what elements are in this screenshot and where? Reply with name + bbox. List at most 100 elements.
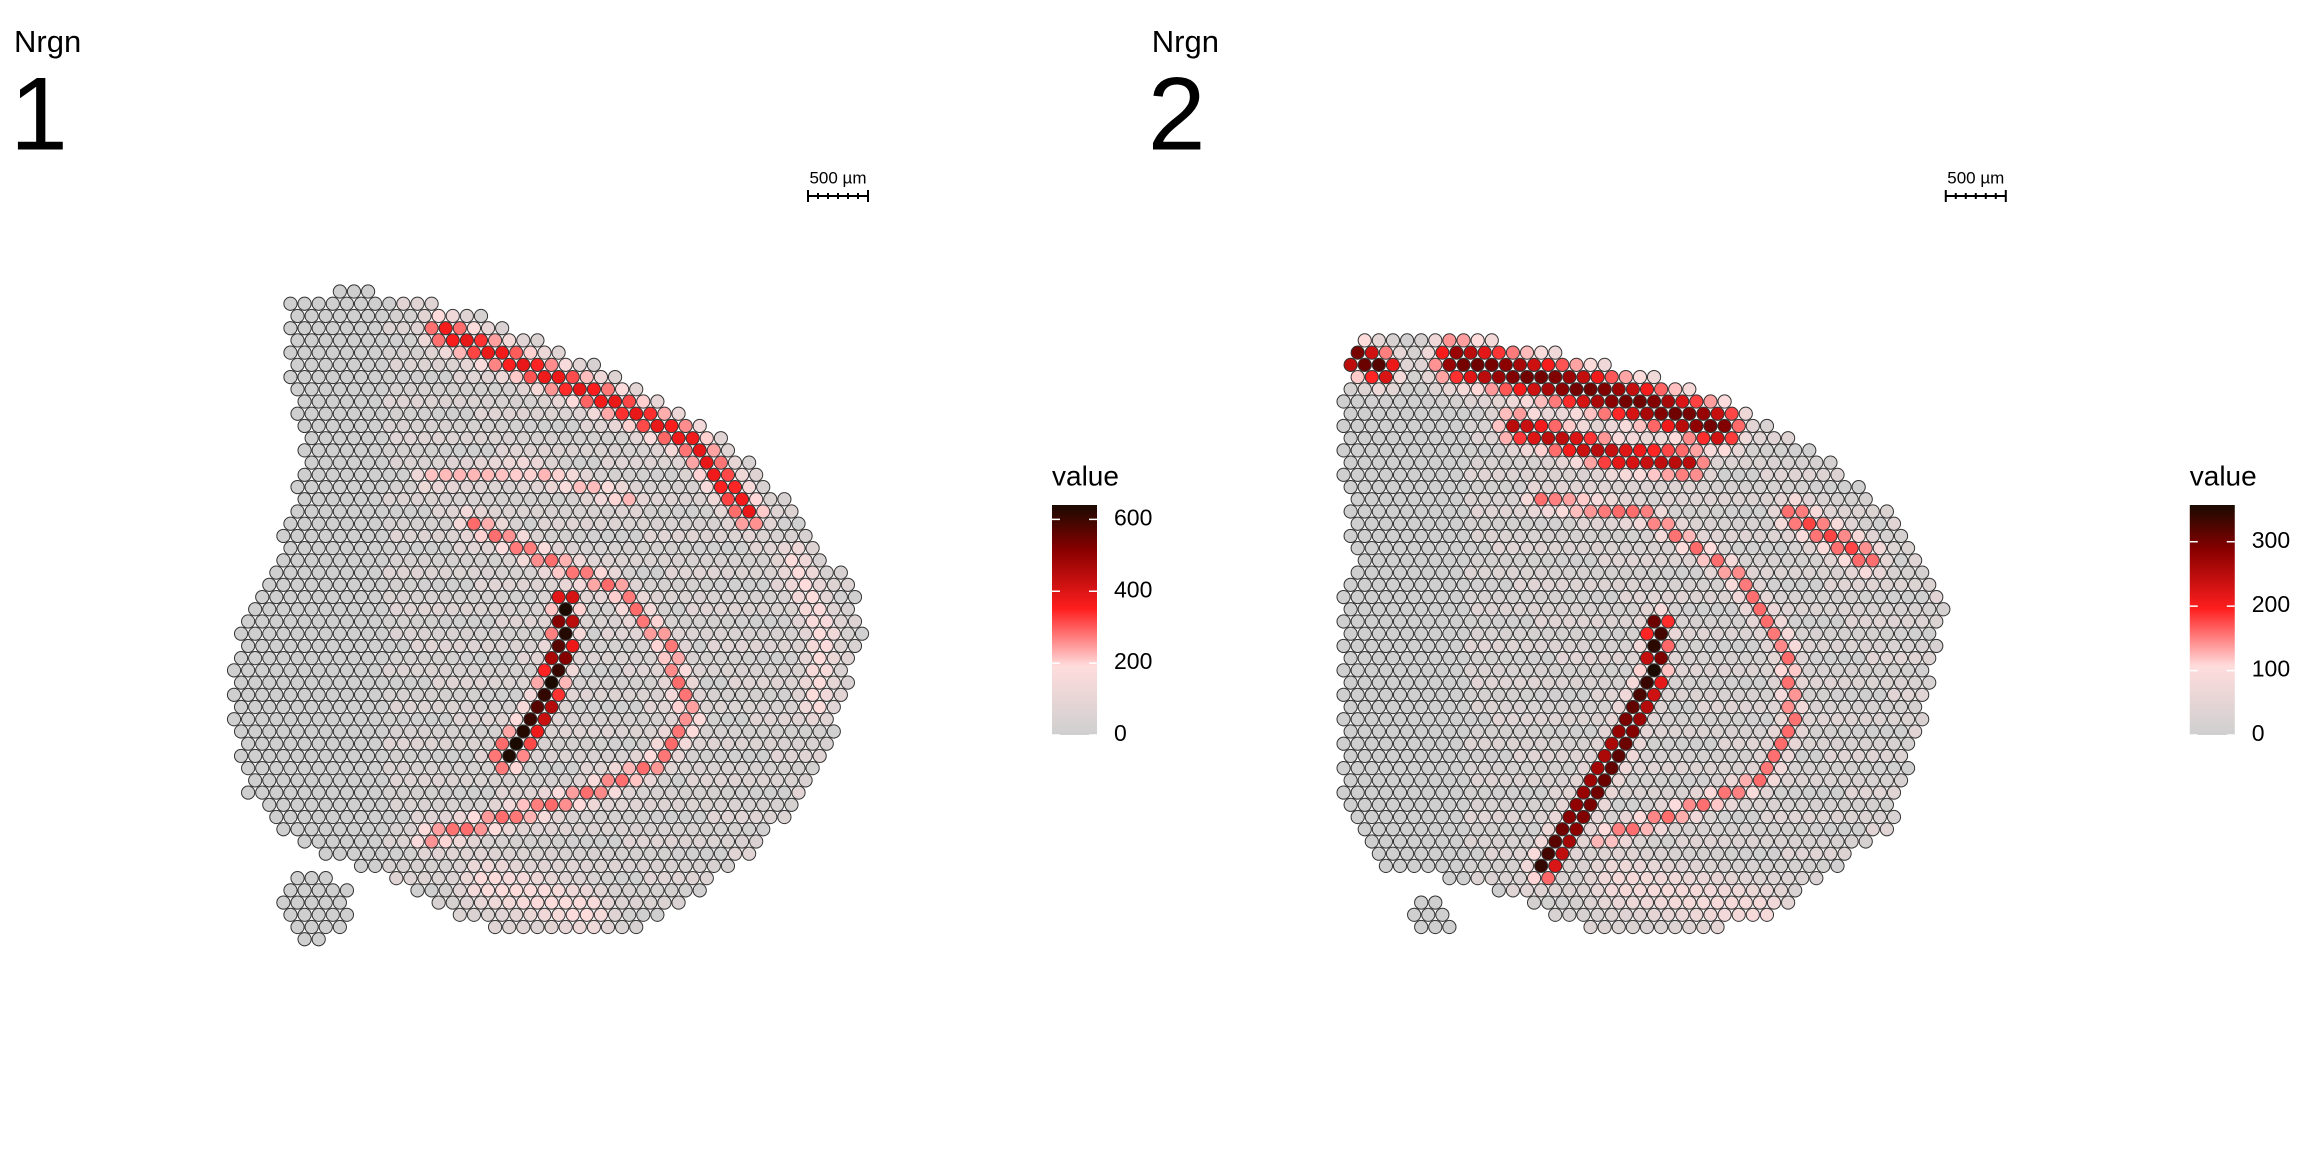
spot	[1745, 785, 1760, 800]
spot	[1477, 809, 1492, 825]
spot	[403, 773, 418, 788]
spot	[445, 528, 460, 544]
spot	[1442, 431, 1457, 446]
spot	[544, 895, 559, 910]
spot	[346, 577, 362, 592]
spot	[1392, 467, 1408, 482]
spot	[466, 834, 482, 849]
spot	[777, 589, 792, 605]
spot	[1576, 883, 1591, 898]
spot	[389, 431, 404, 446]
spot	[417, 479, 432, 495]
spot	[1646, 712, 1662, 727]
spot	[727, 528, 743, 544]
spot	[1668, 748, 1683, 764]
spot	[424, 516, 439, 531]
spot	[1576, 369, 1591, 385]
spot	[1534, 345, 1549, 360]
spot	[713, 724, 728, 739]
spot	[1696, 651, 1711, 666]
spot	[318, 431, 333, 446]
spot	[438, 443, 453, 458]
spot	[1385, 553, 1401, 568]
spot	[1900, 614, 1916, 629]
spot	[1569, 528, 1584, 544]
spot	[304, 333, 319, 348]
spot	[1872, 736, 1887, 751]
spot	[607, 541, 623, 556]
spot	[629, 431, 644, 446]
spot	[1865, 724, 1880, 739]
spot	[1541, 724, 1556, 739]
spot	[1654, 577, 1669, 592]
spot	[466, 785, 482, 800]
spot	[629, 577, 644, 592]
spot	[643, 773, 658, 788]
spot	[664, 589, 679, 605]
spot	[325, 394, 340, 409]
spot	[438, 614, 453, 629]
spot	[565, 883, 580, 898]
spot	[1738, 602, 1753, 617]
spot	[593, 858, 609, 874]
spot	[283, 516, 298, 531]
spot	[1541, 871, 1556, 886]
spot	[1830, 589, 1845, 605]
spot	[685, 626, 700, 641]
spot	[1703, 638, 1718, 654]
spot	[1731, 663, 1746, 678]
spot	[396, 492, 411, 507]
spot	[622, 809, 637, 825]
spot	[699, 651, 714, 666]
spot	[318, 724, 333, 739]
spot	[600, 748, 616, 764]
spot	[1816, 467, 1831, 482]
spot	[1639, 699, 1655, 715]
spot	[678, 858, 693, 874]
spot	[544, 724, 559, 739]
spot	[318, 553, 333, 568]
spot	[1435, 761, 1450, 776]
spot	[1357, 626, 1372, 641]
spot	[1364, 369, 1379, 385]
spot	[1682, 699, 1697, 715]
spot	[502, 333, 517, 348]
spot	[346, 699, 362, 715]
spot	[643, 724, 658, 739]
spot	[452, 687, 467, 702]
spot	[1491, 785, 1506, 800]
spot	[1661, 638, 1676, 654]
spot	[763, 712, 778, 727]
spot	[1555, 602, 1570, 617]
spot	[1611, 895, 1626, 910]
spot	[812, 577, 827, 592]
spot	[713, 504, 728, 519]
spot	[671, 431, 686, 446]
spot	[1407, 369, 1422, 385]
spot	[1371, 651, 1386, 666]
spot	[593, 883, 609, 898]
spot	[1583, 406, 1598, 421]
spot	[318, 822, 333, 837]
spot	[537, 418, 552, 434]
spot	[431, 504, 446, 519]
spot	[1512, 382, 1528, 397]
spot	[1421, 492, 1436, 507]
spot	[389, 382, 404, 397]
spot	[1809, 773, 1824, 788]
spot	[346, 528, 362, 544]
spot	[283, 345, 298, 360]
spot	[530, 602, 545, 617]
spot	[311, 418, 326, 434]
spot	[600, 455, 616, 470]
spot	[1654, 406, 1669, 421]
spot	[523, 345, 538, 360]
spot	[1710, 699, 1725, 715]
spot	[1618, 736, 1633, 751]
spot	[1414, 797, 1429, 812]
spot	[1759, 418, 1775, 434]
spot	[424, 565, 439, 580]
spot	[607, 858, 623, 874]
spot	[1343, 382, 1358, 397]
spot	[1357, 504, 1372, 519]
